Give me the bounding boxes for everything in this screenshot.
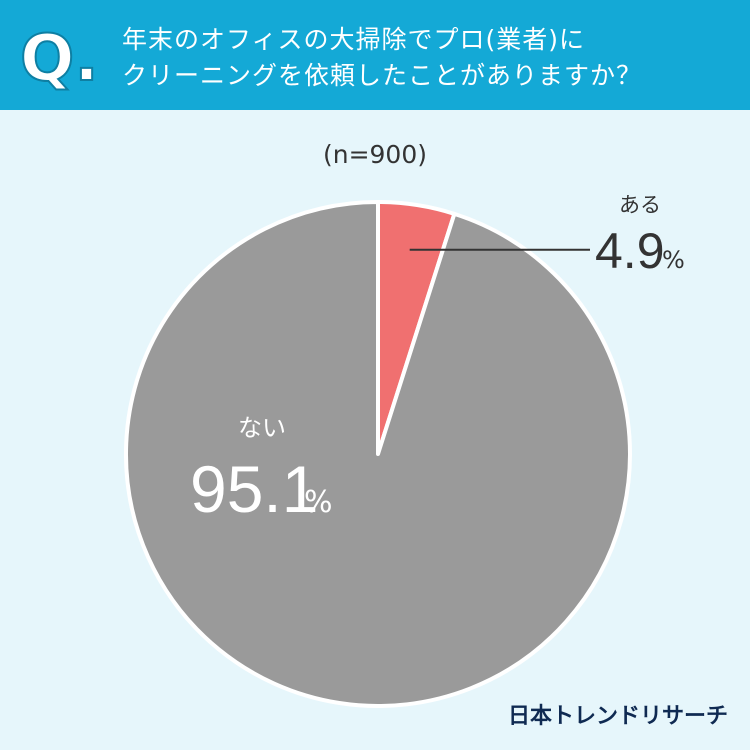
slice-unit-no: %: [304, 485, 333, 520]
brand-logo: 日本トレンドリサーチ: [507, 704, 728, 729]
sample-size: (n=900): [322, 140, 428, 169]
question-text: 年末のオフィスの大掃除でプロ(業者)に クリーニングを依頼したことがありますか？: [122, 22, 732, 94]
slice-value-yes: 4.9: [595, 223, 665, 279]
question-line-1: 年末のオフィスの大掃除でプロ(業者)に: [122, 25, 586, 54]
pie-slice-no: [124, 200, 632, 708]
question-header: Q. 年末のオフィスの大掃除でプロ(業者)に クリーニングを依頼したことがありま…: [0, 0, 750, 110]
question-line-2: クリーニングを依頼したことがありますか？: [122, 61, 643, 90]
slice-label-no: ない: [238, 414, 286, 442]
q-badge-icon: Q.: [19, 21, 100, 97]
slice-unit-yes: %: [662, 246, 685, 274]
slice-value-no: 95.1: [190, 452, 318, 526]
slice-label-yes: ある: [619, 193, 661, 217]
q-mark-text: Q.: [20, 22, 99, 96]
